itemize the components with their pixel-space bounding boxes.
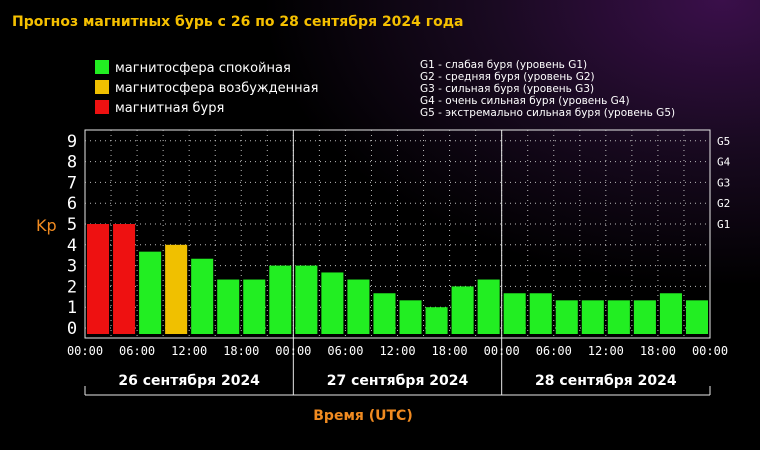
y-tick-label: 3 (67, 257, 77, 277)
kp-bar (87, 224, 110, 334)
kp-bar (555, 300, 578, 334)
kp-bar (685, 300, 708, 334)
kp-bar (243, 279, 266, 334)
kp-bar (529, 293, 552, 334)
y-tick-label: 5 (67, 215, 77, 235)
legend-label-storm: магнитная буря (115, 101, 224, 116)
kp-bar (581, 300, 604, 334)
x-tick-label: 06:00 (119, 344, 155, 358)
x-tick-label: 00:00 (67, 344, 103, 358)
kp-bar (269, 265, 292, 334)
kp-bar (321, 272, 344, 334)
g-level-tick-label: G1 (717, 218, 730, 231)
x-tick-label: 00:00 (484, 344, 520, 358)
kp-bar (347, 279, 370, 334)
chart-title: Прогноз магнитных бурь с 26 по 28 сентяб… (12, 14, 463, 30)
kp-bar (451, 286, 474, 334)
x-tick-label: 06:00 (327, 344, 363, 358)
kp-bar (399, 300, 422, 334)
x-axis-label: Время (UTC) (313, 408, 412, 424)
legend-swatch-quiet (95, 60, 109, 74)
kp-bar (659, 293, 682, 334)
plot-grid (85, 130, 710, 338)
kp-bar (633, 300, 656, 334)
x-tick-label: 18:00 (223, 344, 259, 358)
x-tick-label: 00:00 (692, 344, 728, 358)
x-tick-label: 18:00 (640, 344, 676, 358)
legend-level-g2: G2 - средняя буря (уровень G2) (420, 71, 595, 83)
legend-swatch-active (95, 80, 109, 94)
kp-bar (373, 293, 396, 334)
y-axis-label: Kp (36, 216, 57, 235)
legend-level-g5: G5 - экстремально сильная буря (уровень … (420, 107, 675, 119)
g-level-tick-label: G2 (717, 197, 730, 210)
y-tick-label: 7 (67, 173, 77, 193)
kp-bar (503, 293, 526, 334)
kp-bar (139, 251, 162, 334)
x-tick-label: 12:00 (379, 344, 415, 358)
kp-bar (425, 307, 448, 334)
x-tick-label: 00:00 (275, 344, 311, 358)
x-tick-label: 12:00 (171, 344, 207, 358)
kp-bar (607, 300, 630, 334)
day-label: 28 сентября 2024 (535, 373, 677, 389)
day-label: 27 сентября 2024 (327, 373, 469, 389)
day-labels: 26 сентября 2024 27 сентября 2024 28 сентя… (84, 373, 711, 396)
y-tick-label: 0 (67, 319, 77, 339)
y-tick-label: 4 (67, 236, 77, 256)
kp-bar (477, 279, 500, 334)
g-level-tick-labels: G1 G2 G3 G4 G5 (717, 135, 731, 231)
legend-level-g3: G3 - сильная буря (уровень G3) (420, 83, 594, 95)
legend-level-g1: G1 - слабая буря (уровень G1) (420, 59, 587, 71)
g-level-tick-label: G3 (717, 176, 730, 189)
x-tick-label: 12:00 (588, 344, 624, 358)
y-tick-label: 9 (67, 132, 77, 152)
y-tick-label: 6 (67, 194, 77, 214)
y-tick-label: 2 (67, 277, 77, 297)
kp-bar (113, 224, 136, 334)
kp-bar (191, 258, 214, 334)
kp-bar (217, 279, 240, 334)
kp-bar (295, 265, 318, 334)
legend-level-g4: G4 - очень сильная буря (уровень G4) (420, 95, 630, 107)
day-label: 26 сентября 2024 (118, 373, 260, 389)
legend-label-quiet: магнитосфера спокойная (115, 61, 291, 76)
y-tick-label: 8 (67, 153, 77, 173)
day-dividers (292, 130, 503, 395)
legend-label-active: магнитосфера возбужденная (115, 81, 318, 96)
x-tick-labels: 00:00 06:00 12:00 18:00 00:00 06:00 12:00 18:00… (67, 344, 728, 358)
bar-series (87, 224, 708, 334)
g-level-tick-label: G5 (717, 135, 730, 148)
g-level-tick-label: G4 (717, 156, 731, 169)
x-tick-label: 06:00 (536, 344, 572, 358)
y-tick-label: 1 (67, 298, 77, 318)
legend-swatch-storm (95, 100, 109, 114)
level-legend: G1 - слабая буря (уровень G1) G2 - средн… (420, 59, 675, 119)
status-legend: магнитосфера спокойная магнитосфера возб… (95, 60, 318, 116)
kp-bar (165, 244, 188, 334)
x-tick-label: 18:00 (432, 344, 468, 358)
